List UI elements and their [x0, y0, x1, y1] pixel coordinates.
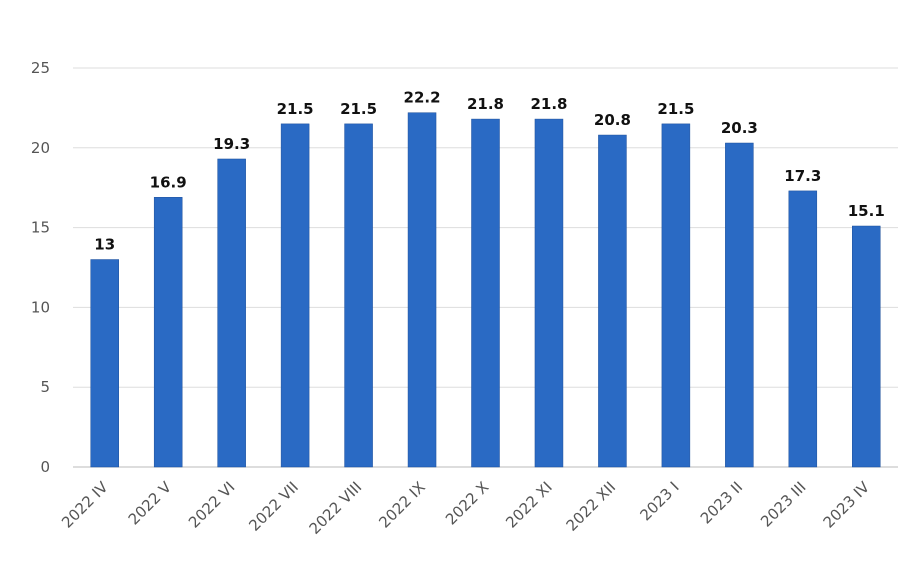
y-tick-label: 25 [31, 59, 50, 77]
bar [534, 118, 564, 468]
x-tick-label: 2023 IV [820, 478, 874, 532]
x-tick-label: 2022 IV [58, 478, 112, 532]
x-tick-label: 2023 II [697, 478, 746, 527]
bar [852, 225, 881, 468]
y-tick-label: 15 [31, 219, 50, 237]
x-tick-label: 2022 VIII [306, 478, 366, 538]
x-axis-ticks: 2022 IV 2022 V 2022 VI 2022 VII 2022 VIII 202… [58, 478, 874, 538]
bars [90, 112, 881, 468]
bar [788, 190, 818, 468]
data-label: 13 [94, 236, 115, 254]
bar [598, 134, 627, 468]
data-label: 19.3 [213, 135, 250, 153]
y-axis-ticks: 0 5 10 15 20 25 [31, 59, 50, 476]
x-tick-label: 2022 VI [185, 478, 238, 531]
x-tick-label: 2022 IX [375, 478, 428, 531]
x-tick-label: 2022 XI [502, 478, 555, 531]
data-label: 15.1 [848, 202, 885, 220]
bar [661, 123, 691, 468]
bar [217, 158, 246, 468]
data-label: 20.8 [594, 111, 631, 129]
data-label: 16.9 [150, 173, 187, 191]
data-label: 21.8 [530, 95, 567, 113]
data-label: 21.8 [467, 95, 504, 113]
y-tick-label: 10 [31, 298, 50, 316]
data-label: 21.5 [277, 100, 314, 118]
bar [90, 259, 119, 468]
x-tick-label: 2022 X [442, 478, 492, 528]
x-tick-label: 2022 V [125, 478, 176, 529]
x-tick-label: 2022 VII [245, 478, 302, 535]
data-label: 22.2 [404, 89, 441, 107]
x-tick-label: 2023 I [636, 478, 682, 524]
y-tick-label: 5 [40, 378, 50, 396]
bar [407, 112, 437, 468]
data-label: 20.3 [721, 119, 758, 137]
bar [725, 142, 754, 468]
data-label: 17.3 [784, 167, 821, 185]
x-tick-label: 2023 III [757, 478, 809, 530]
data-label: 21.5 [340, 100, 377, 118]
bar [471, 118, 500, 468]
bar [280, 123, 310, 468]
y-tick-label: 20 [31, 139, 50, 157]
x-tick-label: 2022 XII [563, 478, 620, 535]
bar [153, 197, 183, 468]
data-labels: 13 16.9 19.3 21.5 21.5 22.2 21.8 21.8 20.8 21.5 20… [94, 89, 884, 254]
bar [344, 123, 373, 468]
data-label: 21.5 [657, 100, 694, 118]
y-tick-label: 0 [40, 458, 50, 476]
